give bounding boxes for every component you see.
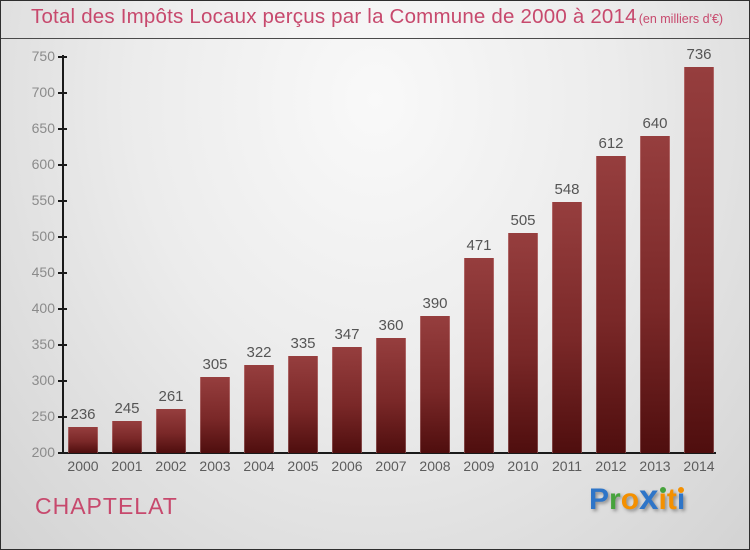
y-tick-mark bbox=[58, 308, 67, 310]
x-tick-label: 2014 bbox=[683, 458, 715, 474]
x-tick-label: 2006 bbox=[331, 458, 363, 474]
y-tick-mark bbox=[58, 56, 67, 58]
bar-2011 bbox=[552, 202, 582, 453]
y-tick-mark bbox=[58, 200, 67, 202]
bar-2003 bbox=[200, 377, 230, 453]
bar-value-label: 322 bbox=[246, 344, 272, 362]
bar-value-label: 548 bbox=[554, 181, 580, 199]
x-tick-label: 2004 bbox=[243, 458, 275, 474]
bar-value-label: 245 bbox=[114, 399, 140, 417]
bar-2014 bbox=[684, 67, 714, 453]
logo-letter-r: r bbox=[609, 483, 621, 516]
bar-value-label: 612 bbox=[598, 135, 624, 153]
y-tick-mark bbox=[58, 164, 67, 166]
x-axis-line bbox=[62, 452, 716, 454]
commune-name: CHAPTELAT bbox=[35, 493, 178, 519]
logo-letter-i: ı bbox=[676, 483, 686, 516]
bar-value-label: 360 bbox=[378, 316, 404, 334]
logo-i-dot bbox=[659, 487, 666, 493]
y-tick-label: 350 bbox=[31, 336, 55, 352]
x-tick-label: 2001 bbox=[111, 458, 143, 474]
y-axis-line bbox=[62, 55, 64, 454]
bar-2008 bbox=[420, 316, 450, 453]
bar-2002 bbox=[156, 409, 186, 453]
logo-letter-P: P bbox=[589, 483, 610, 516]
y-tick-label: 250 bbox=[31, 408, 55, 424]
bar-value-label: 347 bbox=[334, 326, 360, 344]
x-tick-label: 2003 bbox=[199, 458, 231, 474]
x-tick-label: 2012 bbox=[595, 458, 627, 474]
bar-value-label: 471 bbox=[466, 236, 492, 254]
bar-2001 bbox=[112, 420, 142, 453]
bar-2007 bbox=[376, 337, 406, 453]
y-tick-label: 550 bbox=[31, 192, 55, 208]
y-tick-label: 600 bbox=[31, 156, 55, 172]
y-tick-mark bbox=[58, 452, 67, 454]
bar-value-label: 335 bbox=[290, 334, 316, 352]
bar-value-label: 505 bbox=[510, 212, 536, 230]
chart-header: Total des Impôts Locaux perçus par la Co… bbox=[31, 5, 723, 29]
x-tick-label: 2007 bbox=[375, 458, 407, 474]
y-tick-mark bbox=[58, 344, 67, 346]
x-tick-label: 2011 bbox=[551, 458, 583, 474]
bar-2006 bbox=[332, 347, 362, 453]
y-tick-label: 400 bbox=[31, 300, 55, 316]
x-tick-label: 2010 bbox=[507, 458, 539, 474]
bar-2009 bbox=[464, 257, 494, 453]
bar-value-label: 305 bbox=[202, 356, 228, 374]
y-tick-mark bbox=[58, 416, 67, 418]
y-tick-mark bbox=[58, 128, 67, 130]
chart-subtitle: (en milliers d'€) bbox=[638, 12, 724, 26]
chart-title: Total des Impôts Locaux perçus par la Co… bbox=[31, 5, 637, 28]
logo-letter-o: o bbox=[620, 483, 640, 516]
logo-letter-i: ı bbox=[658, 483, 667, 516]
bar-2010 bbox=[508, 233, 538, 453]
y-tick-mark bbox=[58, 92, 67, 94]
logo-letter-t: t bbox=[666, 483, 677, 516]
x-tick-label: 2009 bbox=[463, 458, 495, 474]
logo-i-dot bbox=[678, 487, 685, 493]
y-tick-mark bbox=[58, 236, 67, 238]
x-tick-label: 2005 bbox=[287, 458, 319, 474]
header-divider bbox=[1, 38, 749, 39]
y-tick-mark bbox=[58, 380, 67, 382]
y-tick-label: 500 bbox=[31, 228, 55, 244]
bar-value-label: 261 bbox=[158, 388, 184, 406]
y-tick-mark bbox=[58, 272, 67, 274]
logo-letter-x: x bbox=[639, 478, 659, 517]
y-tick-label: 750 bbox=[31, 48, 55, 64]
y-tick-label: 700 bbox=[31, 84, 55, 100]
bar-2000 bbox=[68, 427, 98, 453]
bar-2005 bbox=[288, 355, 318, 453]
bar-value-label: 640 bbox=[642, 115, 668, 133]
y-tick-label: 650 bbox=[31, 120, 55, 136]
bar-2012 bbox=[596, 156, 626, 453]
y-tick-label: 450 bbox=[31, 264, 55, 280]
bar-value-label: 236 bbox=[70, 406, 96, 424]
bar-value-label: 736 bbox=[686, 46, 712, 64]
x-tick-label: 2002 bbox=[155, 458, 187, 474]
bar-2004 bbox=[244, 365, 274, 453]
bar-2013 bbox=[640, 136, 670, 453]
proxiti-logo: Proxı tı bbox=[589, 478, 686, 517]
x-tick-label: 2013 bbox=[639, 458, 671, 474]
bar-value-label: 390 bbox=[422, 295, 448, 313]
x-tick-label: 2008 bbox=[419, 458, 451, 474]
x-tick-label: 2000 bbox=[67, 458, 99, 474]
y-tick-label: 300 bbox=[31, 372, 55, 388]
y-tick-label: 200 bbox=[31, 444, 55, 460]
